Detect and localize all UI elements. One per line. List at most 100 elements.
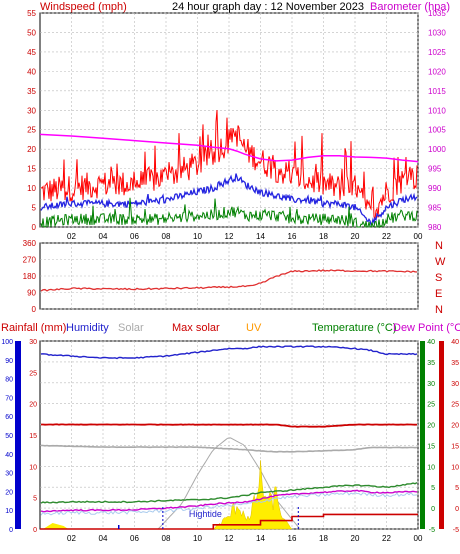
y2-tick-label: 1030 xyxy=(428,28,446,37)
series-gust-line xyxy=(40,110,418,220)
x-tick-label: 00 xyxy=(414,232,423,241)
temp-tick-label: 15 xyxy=(427,443,435,450)
y2-tick-label: 1020 xyxy=(428,67,446,76)
x-tick-label: 06 xyxy=(130,534,139,543)
legend-rainfall: Rainfall (mm) xyxy=(1,322,66,334)
legend-max-solar: Max solar xyxy=(172,322,220,334)
y-tick-label: 30 xyxy=(27,106,36,115)
rain-tick-label: 90 xyxy=(5,358,13,365)
direction-tick-label: 270 xyxy=(23,256,37,265)
humidity-tick-label: 20 xyxy=(29,402,37,409)
y2-tick-label: 990 xyxy=(428,184,442,193)
wind-barometer-panel: 0510152025303540455055980985990995100010… xyxy=(27,9,446,241)
temp-tick-label: -5 xyxy=(429,527,435,534)
legend-solar: Solar xyxy=(118,322,144,334)
compass-label: E xyxy=(435,288,442,300)
y2-tick-label: 985 xyxy=(428,204,442,213)
rain-tick-label: 30 xyxy=(5,471,13,478)
y2-tick-label: 1015 xyxy=(428,87,446,96)
x-tick-label: 04 xyxy=(99,232,108,241)
x-tick-label: 22 xyxy=(382,534,391,543)
x-tick-label: 22 xyxy=(382,232,391,241)
y-tick-label: 55 xyxy=(27,9,36,18)
x-tick-label: 10 xyxy=(193,534,202,543)
y-tick-label: 10 xyxy=(27,184,36,193)
rain-tick-label: 70 xyxy=(5,395,13,402)
series-max-solar-line xyxy=(41,423,418,428)
x-tick-label: 16 xyxy=(288,232,297,241)
x-tick-label: 18 xyxy=(319,534,328,543)
temp-tick-label: 0 xyxy=(431,506,435,513)
y2-tick-label: 1035 xyxy=(428,9,446,18)
temperature-scale-bar xyxy=(420,341,425,529)
humidity-tick-label: 10 xyxy=(29,464,37,471)
series-dewpoint-line xyxy=(40,489,418,513)
x-tick-label: 12 xyxy=(225,534,234,543)
x-tick-label: 08 xyxy=(162,534,171,543)
y-tick-label: 40 xyxy=(27,67,36,76)
rain-tick-label: 40 xyxy=(5,452,13,459)
y2-tick-label: 980 xyxy=(428,223,442,232)
rain-tick-label: 10 xyxy=(5,508,13,515)
series-average-line xyxy=(40,173,418,226)
dewpoint-tick-label: 0 xyxy=(455,506,459,513)
series-solar-trace xyxy=(40,491,418,516)
legend-temperature: Temperature (°C) xyxy=(312,322,396,334)
dewpoint-tick-label: -5 xyxy=(453,527,459,534)
x-tick-label: 04 xyxy=(99,534,108,543)
humidity-tick-label: 15 xyxy=(29,433,37,440)
y-tick-label: 5 xyxy=(32,204,37,213)
compass-label: S xyxy=(435,272,442,284)
legend-uv: UV xyxy=(246,322,262,334)
temp-tick-label: 5 xyxy=(431,485,435,492)
x-tick-label: 00 xyxy=(414,534,423,543)
plot-frame xyxy=(39,12,419,228)
rain-tick-label: 80 xyxy=(5,377,13,384)
y-tick-label: 20 xyxy=(27,145,36,154)
temperature-humidity-panel: 0102030405060708090100051015202530-50510… xyxy=(1,339,459,543)
series-temperature-line xyxy=(40,481,418,504)
x-tick-label: 02 xyxy=(67,534,76,543)
y2-tick-label: 1010 xyxy=(428,106,446,115)
temp-tick-label: 25 xyxy=(427,402,435,409)
series-low-line xyxy=(40,197,418,229)
series-humidity-line xyxy=(40,345,418,360)
x-tick-label: 12 xyxy=(225,232,234,241)
x-tick-label: 10 xyxy=(193,232,202,241)
legend-dew-point: Dew Point (°C) xyxy=(393,322,460,334)
x-tick-label: 16 xyxy=(288,534,297,543)
y-tick-label: 25 xyxy=(27,126,36,135)
dewpoint-tick-label: 25 xyxy=(451,402,459,409)
y2-tick-label: 1025 xyxy=(428,48,446,57)
graph-title: 24 hour graph day : 12 November 2023 xyxy=(172,1,364,13)
rain-tick-label: 50 xyxy=(5,433,13,440)
solar-early-area xyxy=(43,523,69,529)
y-tick-label: 45 xyxy=(27,48,36,57)
temp-tick-label: 30 xyxy=(427,381,435,388)
rain-tick-label: 60 xyxy=(5,414,13,421)
rain-tick-label: 0 xyxy=(9,527,13,534)
windspeed-axis-title: Windspeed (mph) xyxy=(40,1,127,13)
rain-tick-label: 100 xyxy=(1,339,13,346)
dewpoint-scale-bar xyxy=(439,341,444,529)
series-solar-line xyxy=(40,444,418,453)
x-tick-label: 06 xyxy=(130,232,139,241)
humidity-tick-label: 5 xyxy=(33,496,37,503)
x-tick-label: 18 xyxy=(319,232,328,241)
x-tick-label: 08 xyxy=(162,232,171,241)
compass-label: N xyxy=(435,304,443,316)
y2-tick-label: 1000 xyxy=(428,145,446,154)
y2-tick-label: 995 xyxy=(428,165,442,174)
dewpoint-tick-label: 15 xyxy=(451,443,459,450)
hightide-label: Hightide xyxy=(189,509,222,519)
humidity-tick-label: 0 xyxy=(33,527,37,534)
legend-humidity: Humidity xyxy=(66,322,109,334)
y-tick-label: 35 xyxy=(27,87,36,96)
temp-tick-label: 40 xyxy=(427,339,435,346)
direction-tick-label: 90 xyxy=(27,289,36,298)
y-tick-label: 50 xyxy=(27,28,36,37)
dewpoint-tick-label: 20 xyxy=(451,423,459,430)
x-tick-label: 14 xyxy=(256,534,265,543)
solar-fill-area xyxy=(212,460,293,530)
